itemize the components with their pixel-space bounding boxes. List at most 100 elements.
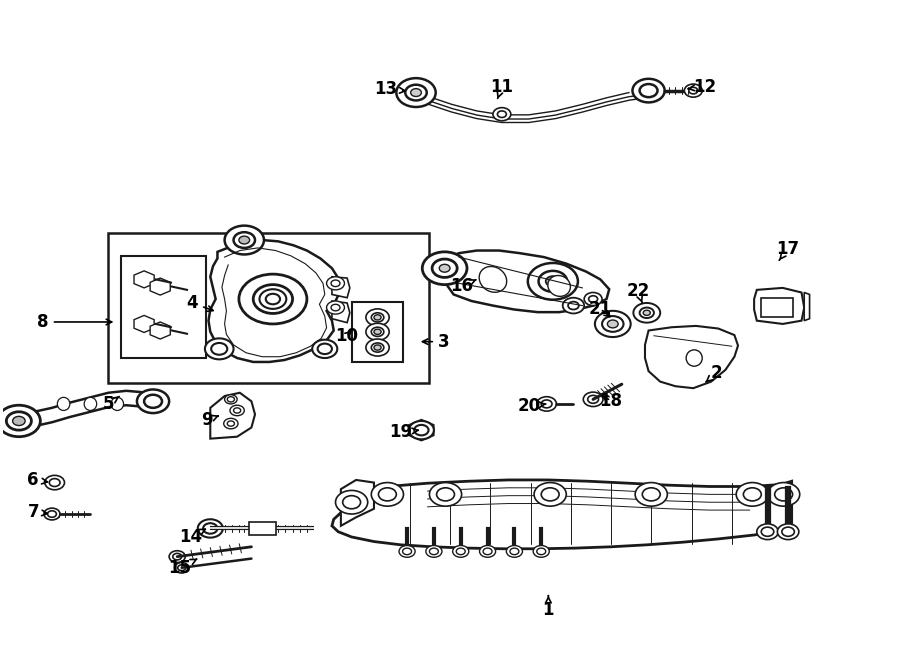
Text: 8: 8 — [37, 313, 112, 331]
Circle shape — [374, 329, 381, 334]
Circle shape — [768, 483, 800, 506]
Circle shape — [378, 488, 396, 501]
Polygon shape — [19, 391, 153, 429]
Text: 3: 3 — [422, 332, 450, 350]
Circle shape — [144, 395, 162, 408]
Polygon shape — [134, 271, 154, 288]
Circle shape — [583, 392, 603, 407]
Ellipse shape — [479, 266, 507, 292]
Circle shape — [259, 290, 286, 309]
Circle shape — [405, 85, 427, 100]
Circle shape — [541, 400, 552, 408]
Circle shape — [595, 311, 631, 337]
Polygon shape — [134, 315, 154, 332]
Circle shape — [453, 545, 469, 557]
Text: 18: 18 — [599, 391, 623, 410]
Polygon shape — [150, 278, 170, 295]
Circle shape — [589, 295, 598, 302]
Circle shape — [534, 483, 566, 506]
Circle shape — [736, 483, 769, 506]
Ellipse shape — [548, 276, 571, 296]
Circle shape — [238, 274, 307, 324]
Circle shape — [198, 520, 223, 537]
Circle shape — [507, 545, 522, 557]
Circle shape — [634, 303, 661, 323]
Circle shape — [635, 483, 668, 506]
Bar — [248, 522, 275, 535]
Circle shape — [0, 405, 40, 437]
Circle shape — [374, 345, 381, 350]
Circle shape — [225, 225, 264, 254]
Circle shape — [175, 563, 189, 573]
Circle shape — [568, 301, 579, 309]
Circle shape — [336, 490, 368, 514]
Text: 20: 20 — [518, 397, 546, 415]
Text: 15: 15 — [168, 559, 197, 577]
Bar — [121, 256, 206, 358]
Circle shape — [775, 488, 793, 501]
Circle shape — [536, 397, 556, 411]
Circle shape — [45, 475, 65, 490]
Circle shape — [402, 548, 411, 555]
Circle shape — [480, 545, 496, 557]
Polygon shape — [332, 277, 350, 297]
Circle shape — [684, 84, 702, 97]
Circle shape — [436, 488, 454, 501]
Text: 9: 9 — [201, 411, 218, 429]
Circle shape — [536, 548, 545, 555]
Text: 1: 1 — [543, 596, 554, 619]
Text: 22: 22 — [626, 282, 650, 303]
Circle shape — [137, 389, 169, 413]
Text: 12: 12 — [688, 78, 716, 96]
Circle shape — [224, 418, 238, 429]
Circle shape — [429, 483, 462, 506]
Polygon shape — [443, 251, 609, 312]
Circle shape — [643, 488, 661, 501]
Circle shape — [640, 307, 654, 318]
Circle shape — [409, 421, 434, 440]
Circle shape — [483, 548, 492, 555]
Circle shape — [510, 548, 519, 555]
Text: 13: 13 — [374, 80, 405, 98]
Circle shape — [545, 276, 560, 287]
Circle shape — [372, 327, 383, 336]
Circle shape — [527, 263, 578, 299]
Circle shape — [331, 280, 340, 287]
Circle shape — [177, 565, 185, 570]
Circle shape — [238, 236, 249, 244]
Polygon shape — [645, 326, 738, 388]
Circle shape — [372, 483, 403, 506]
Polygon shape — [754, 288, 805, 324]
Circle shape — [48, 511, 57, 518]
Bar — [352, 301, 403, 362]
Circle shape — [422, 252, 467, 285]
Text: 16: 16 — [450, 277, 476, 295]
Circle shape — [688, 87, 698, 94]
Circle shape — [6, 412, 32, 430]
Circle shape — [366, 339, 389, 356]
Circle shape — [343, 496, 361, 509]
Polygon shape — [341, 480, 374, 525]
Text: 4: 4 — [186, 294, 213, 312]
Circle shape — [757, 524, 778, 539]
Circle shape — [212, 343, 228, 355]
Bar — [761, 297, 794, 317]
Circle shape — [538, 271, 567, 292]
Circle shape — [396, 78, 436, 107]
Circle shape — [429, 548, 438, 555]
Circle shape — [399, 545, 415, 557]
Circle shape — [584, 292, 602, 305]
Circle shape — [782, 527, 795, 536]
Circle shape — [372, 343, 383, 352]
Circle shape — [266, 293, 280, 304]
Ellipse shape — [85, 397, 96, 410]
Circle shape — [493, 108, 511, 121]
Ellipse shape — [111, 397, 123, 410]
Circle shape — [318, 344, 332, 354]
Polygon shape — [332, 301, 350, 323]
Circle shape — [410, 89, 421, 97]
Circle shape — [588, 395, 598, 403]
Bar — [108, 233, 428, 383]
Polygon shape — [805, 292, 810, 321]
Circle shape — [205, 338, 233, 360]
